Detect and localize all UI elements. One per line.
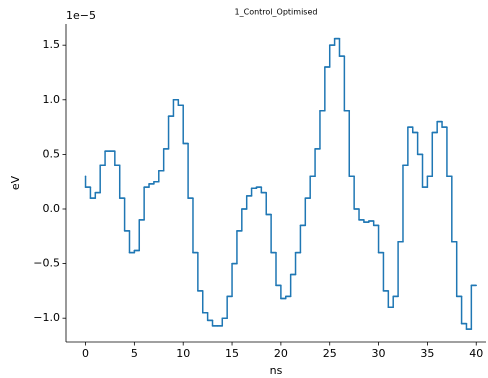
y-tick-label: −0.5 <box>33 257 60 270</box>
y-tick-label: −1.0 <box>33 311 60 324</box>
x-tick-label: 40 <box>469 347 483 360</box>
x-tick-label: 0 <box>82 347 89 360</box>
y-tick-label: 1.5 <box>43 38 61 51</box>
x-tick-label: 30 <box>372 347 386 360</box>
x-tick-label: 5 <box>131 347 138 360</box>
y-axis-label: eV <box>9 175 22 190</box>
y-tick-label: 1.0 <box>43 93 61 106</box>
x-tick-label: 25 <box>323 347 337 360</box>
y-tick-label: 0.0 <box>43 202 61 215</box>
x-tick-label: 15 <box>225 347 239 360</box>
chart-title: 1_Control_Optimised <box>235 8 318 17</box>
y-tick-label: 0.5 <box>43 147 61 160</box>
x-tick-label: 20 <box>274 347 288 360</box>
x-tick-label: 10 <box>176 347 190 360</box>
y-offset-label: 1e−5 <box>66 9 96 22</box>
x-axis-label: ns <box>270 364 283 377</box>
x-tick-label: 35 <box>420 347 434 360</box>
